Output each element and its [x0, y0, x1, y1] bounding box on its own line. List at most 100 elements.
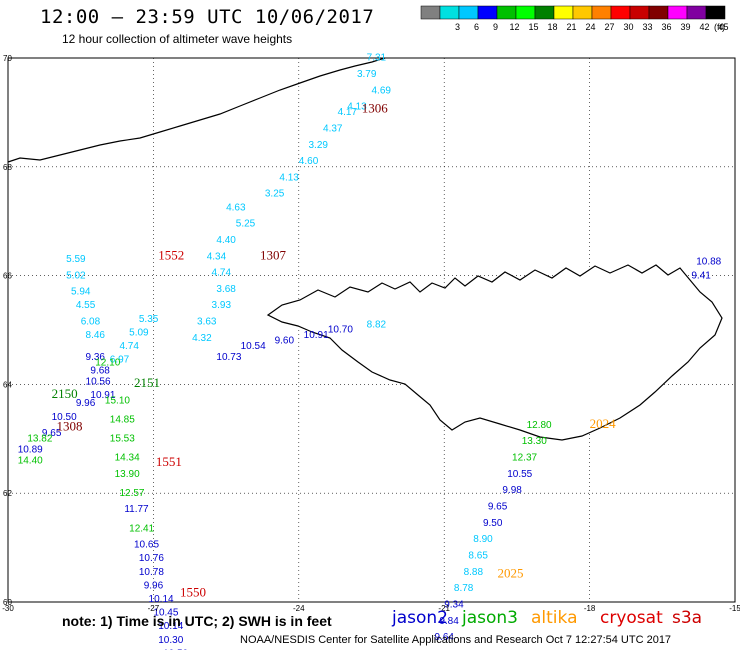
- wave-height-label: 9.41: [691, 270, 711, 281]
- x-tick-label: -27: [148, 604, 160, 613]
- wave-height-label: 10.45: [153, 608, 178, 619]
- x-tick-label: -15: [729, 604, 740, 613]
- x-tick-label: -30: [2, 604, 14, 613]
- pass-time-label: 2151: [134, 375, 160, 390]
- wave-height-label: 5.35: [139, 314, 159, 325]
- x-tick-label: -24: [293, 604, 305, 613]
- footer-note: note: 1) Time is in UTC; 2) SWH is in fe…: [62, 613, 332, 629]
- wave-height-label: 3.93: [212, 300, 232, 311]
- wave-height-label: 9.68: [90, 366, 110, 377]
- colorbar-label: 42: [699, 22, 709, 32]
- colorbar-label: 18: [547, 22, 557, 32]
- page-title: 12:00 — 23:59 UTC 10/06/2017: [40, 6, 375, 28]
- wave-height-label: 5.09: [129, 327, 149, 338]
- wave-height-label: 6.97: [110, 355, 130, 366]
- wave-height-label: 10.65: [134, 540, 159, 551]
- wave-height-label: 9.34: [444, 599, 464, 610]
- colorbar-label: 6: [474, 22, 479, 32]
- wave-height-label: 3.79: [357, 69, 377, 80]
- wave-height-label: 10.14: [158, 621, 183, 632]
- wave-height-label: 10.78: [139, 567, 164, 578]
- wave-height-label: 10.91: [90, 390, 115, 401]
- wave-height-label: 8.65: [468, 550, 488, 561]
- wave-height-label: 9.98: [502, 485, 522, 496]
- color-legend: 3 6 9 12 15 18 21 24 27 30 33 36 39 42 45(ft): [420, 5, 729, 32]
- y-tick-label: 64: [3, 380, 12, 389]
- y-tick-label: 62: [3, 489, 12, 498]
- wave-height-label: 4.55: [76, 300, 96, 311]
- credits-line: NOAA/NESDIS Center for Satellite Applica…: [240, 634, 672, 646]
- wave-height-label: 12.10: [95, 357, 120, 368]
- pass-time-label: 1550: [180, 585, 206, 600]
- pass-time-label: 1307: [260, 247, 287, 262]
- wave-height-label: 10.73: [216, 352, 241, 363]
- satellite-legend-s3a: s3a: [672, 608, 703, 628]
- colorbar-label: 27: [604, 22, 614, 32]
- wave-height-label: 9.50: [483, 518, 503, 529]
- wave-height-label: 6.08: [81, 317, 101, 328]
- wave-height-label: 14.34: [115, 453, 140, 464]
- wave-height-label: 14.85: [110, 414, 135, 425]
- wave-height-label: 8.88: [464, 567, 484, 578]
- pass-time-label: 1552: [158, 247, 184, 262]
- wave-height-label: 8.82: [367, 319, 387, 330]
- wave-height-label: 11.77: [124, 504, 149, 515]
- wave-height-label: 4.74: [212, 268, 232, 279]
- wave-height-label: 14.40: [18, 455, 43, 466]
- wave-height-label: 9.60: [275, 336, 295, 347]
- colorbar-swatch: [705, 5, 726, 20]
- wave-height-label: 9.84: [439, 616, 459, 627]
- pass-time-label: 2025: [498, 566, 524, 581]
- wave-height-label: 5.94: [71, 287, 91, 298]
- wave-height-label: 10.50: [52, 412, 77, 423]
- wave-height-label: 3.63: [197, 317, 217, 328]
- wave-height-label: 9.65: [42, 428, 62, 439]
- y-tick-label: 68: [3, 163, 12, 172]
- wave-height-label: 5.59: [66, 254, 86, 265]
- satellite-legend-cryosat: cryosat: [600, 608, 663, 628]
- wave-height-label: 13.90: [115, 469, 140, 480]
- satellite-legend-altika: altika: [531, 608, 578, 628]
- wave-height-label: 8.46: [86, 330, 106, 341]
- colorbar-label: 45: [718, 22, 728, 32]
- colorbar-label: 3: [455, 22, 460, 32]
- wave-height-label: 4.60: [299, 156, 319, 167]
- satellite-legend-jason2: jason2: [392, 608, 448, 628]
- wave-height-label: 10.56: [86, 376, 111, 387]
- colorbar-label: 39: [680, 22, 690, 32]
- page-subtitle: 12 hour collection of altimeter wave hei…: [62, 32, 293, 46]
- wave-height-label: 9.36: [86, 352, 106, 363]
- pass-time-label: 2150: [52, 386, 78, 401]
- wave-height-label: 10.30: [158, 635, 183, 646]
- wave-height-label: 9.96: [76, 398, 96, 409]
- colorbar-label: 15: [528, 22, 538, 32]
- pass-time-label: 1551: [156, 454, 182, 469]
- y-tick-label: 60: [3, 598, 12, 607]
- colorbar-unit: (ft): [714, 22, 725, 32]
- satellite-legend-jason3: jason3: [462, 608, 518, 628]
- colorbar-label: 12: [509, 22, 519, 32]
- colorbar-label: 33: [642, 22, 652, 32]
- wave-height-label: 10.88: [696, 257, 721, 268]
- wave-height-label: 9.65: [488, 502, 508, 513]
- colorbar-label: 24: [585, 22, 595, 32]
- wave-height-label: 9.64: [435, 632, 455, 643]
- pass-time-label: 1306: [362, 100, 389, 115]
- colorbar-label: 9: [493, 22, 498, 32]
- wave-height-label: 10.91: [304, 330, 329, 341]
- wave-height-label: 7.31: [367, 53, 387, 64]
- wave-height-label: 4.37: [323, 123, 343, 134]
- wave-height-label: 12.37: [512, 453, 537, 464]
- wave-height-label: 4.40: [216, 235, 236, 246]
- colorbar-label: 36: [661, 22, 671, 32]
- wave-height-label: 10.50: [163, 648, 188, 650]
- wave-height-label: 5.02: [66, 270, 86, 281]
- y-tick-label: 70: [3, 54, 12, 63]
- iceland-coastline: [266, 264, 723, 441]
- wave-height-label: 12.41: [129, 523, 154, 534]
- y-tick-label: 66: [3, 272, 12, 281]
- colorbar-label: 30: [623, 22, 633, 32]
- wave-height-label: 5.25: [236, 219, 256, 230]
